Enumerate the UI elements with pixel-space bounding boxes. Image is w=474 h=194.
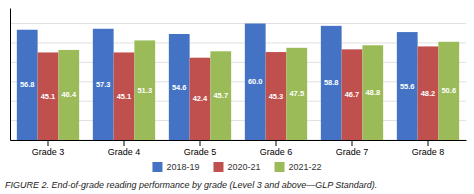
data-label: 57.3: [96, 80, 111, 89]
legend-label: 2018-19: [166, 162, 199, 172]
x-tick-label: Grade 3: [32, 147, 65, 157]
data-label: 56.8: [20, 80, 35, 89]
legend-item: 2020-21: [213, 162, 260, 172]
y-axis-line: [10, 9, 11, 141]
y-axis: [10, 9, 11, 141]
bar: [438, 42, 459, 140]
x-tick-label: Grade 7: [336, 147, 369, 157]
grid-line: [10, 23, 466, 24]
data-label: 50.6: [441, 86, 456, 95]
legend-label: 2021-22: [289, 162, 322, 172]
x-tick-label: Grade 5: [184, 147, 217, 157]
data-label: 48.2: [421, 89, 436, 98]
x-tick-mark: [352, 140, 353, 146]
x-tick-label: Grade 6: [260, 147, 293, 157]
plot: 56.8 57.3 54.6 60.0 58.8 55.6 45.1 45.1 42.4 45.3…: [10, 9, 467, 158]
data-label: 45.3: [269, 92, 284, 101]
x-tick-mark: [428, 140, 429, 146]
x-tick: Grade 7: [336, 140, 369, 157]
data-label: 45.7: [213, 91, 228, 100]
series-bars: [58, 40, 459, 140]
data-label: 42.4: [193, 94, 208, 103]
data-label: 46.4: [61, 90, 76, 99]
bar: [266, 52, 287, 140]
bars: [17, 24, 459, 140]
data-label: 48.8: [365, 88, 380, 97]
x-tick: Grade 6: [260, 140, 293, 157]
data-label: 55.6: [400, 82, 415, 91]
bar: [58, 50, 79, 140]
bar: [114, 52, 135, 140]
bar: [321, 26, 342, 140]
grid: [10, 24, 466, 140]
data-label: 45.1: [41, 92, 56, 101]
legend-swatch: [152, 162, 162, 172]
legend-swatch: [275, 162, 285, 172]
bar: [190, 58, 211, 140]
bar: [362, 45, 383, 140]
bar: [38, 52, 59, 140]
series-bars: [17, 24, 418, 140]
x-tick-label: Grade 4: [108, 147, 141, 157]
x-tick-mark: [48, 140, 49, 146]
legend: 2018-19 2020-21 2021-22: [152, 162, 321, 172]
bar: [342, 49, 363, 140]
data-label: 51.3: [137, 86, 152, 95]
data-label: 46.7: [345, 90, 360, 99]
x-tick-label: Grade 8: [412, 147, 445, 157]
bar: [169, 34, 190, 140]
legend-label: 2020-21: [227, 162, 260, 172]
legend-item: 2018-19: [152, 162, 199, 172]
caption: FIGURE 2. End-of-grade reading performan…: [5, 180, 377, 190]
x-axis-line: [11, 140, 467, 141]
data-label: 54.6: [172, 83, 187, 92]
bar: [210, 51, 231, 140]
x-tick: Grade 5: [184, 140, 217, 157]
data-labels: 56.8 57.3 54.6 60.0 58.8 55.6 45.1 45.1 42.4 45.3…: [20, 77, 456, 103]
bar: [286, 48, 307, 140]
legend-item: 2021-22: [275, 162, 322, 172]
x-tick-mark: [124, 140, 125, 146]
bar: [93, 29, 114, 140]
x-tick-mark: [200, 140, 201, 146]
x-tick: Grade 4: [108, 140, 141, 157]
data-label: 58.8: [324, 78, 339, 87]
x-tick: Grade 3: [32, 140, 65, 157]
legend-swatch: [213, 162, 223, 172]
x-tick-mark: [276, 140, 277, 146]
bar: [17, 30, 38, 140]
bar: [245, 24, 266, 140]
chart: 56.8 57.3 54.6 60.0 58.8 55.6 45.1 45.1 42.4 45.3…: [0, 0, 474, 194]
data-label: 60.0: [248, 77, 263, 86]
data-label: 47.5: [289, 89, 304, 98]
bar: [397, 32, 418, 140]
data-label: 45.1: [117, 92, 132, 101]
x-tick: Grade 8: [412, 140, 445, 157]
x-axis: Grade 3 Grade 4 Grade 5 Grade 6 Grade 7 Grade…: [11, 140, 467, 157]
bar: [134, 40, 155, 140]
bar: [418, 46, 439, 140]
